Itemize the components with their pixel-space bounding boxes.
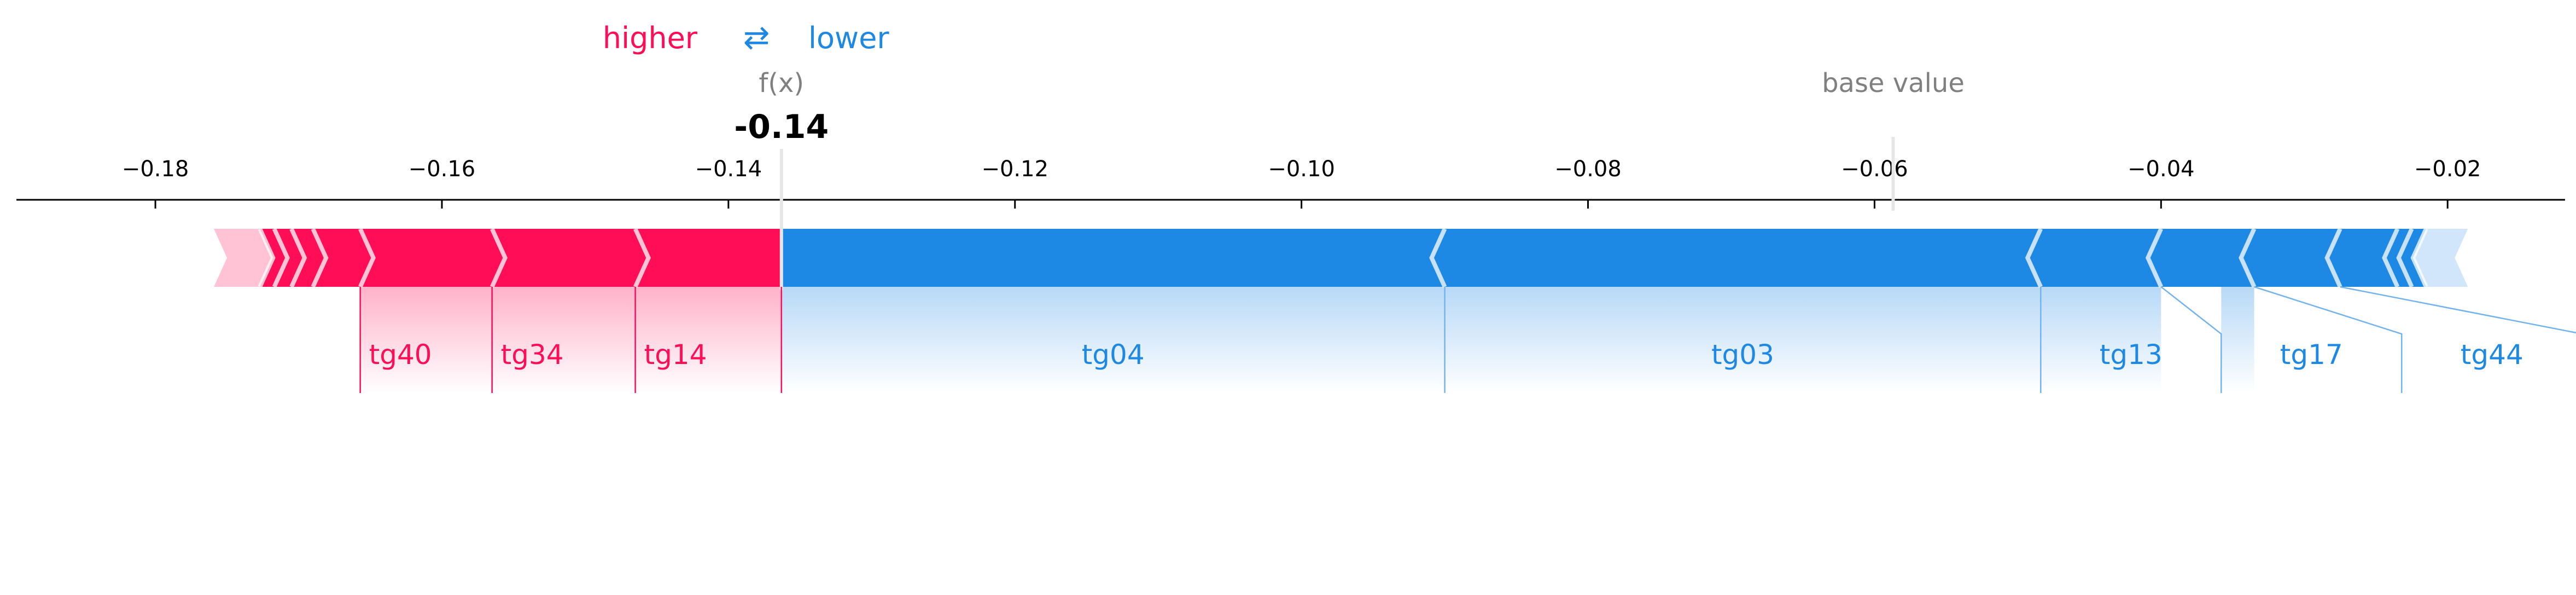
segment-chevron <box>490 228 508 288</box>
x-tick-label: −0.16 <box>409 157 476 182</box>
segment-chevron <box>2239 228 2257 288</box>
negative-contribution-bar <box>781 229 1445 287</box>
negative-label-fill <box>1444 287 2041 393</box>
segment-chevron <box>2324 228 2342 288</box>
segment-chevron <box>2410 228 2428 288</box>
segment-chevron <box>1429 228 1447 288</box>
positive-contribution-bar <box>214 229 273 287</box>
positive-contribution-bar <box>492 229 649 287</box>
segment-chevron <box>2396 228 2414 288</box>
legend-arrow-icon: ⇄ <box>743 19 770 56</box>
segment-chevron <box>311 228 329 288</box>
contribution-fills <box>360 287 2254 393</box>
feature-label-tg14: tg14 <box>644 339 707 371</box>
negative-label-leader <box>2340 286 2576 334</box>
x-axis-ticks: −0.18 −0.16 −0.14 −0.12 −0.10 −0.08 −0.06 −0.04… <box>122 157 2481 209</box>
feature-label-tg13: tg13 <box>2100 339 2163 371</box>
positive-contribution-bar <box>313 229 374 287</box>
segment-chevron <box>358 228 376 288</box>
negative-label-fill <box>781 287 1445 393</box>
negative-contribution-bar <box>2412 229 2468 287</box>
value-markers <box>779 137 1895 290</box>
feature-label-tg03: tg03 <box>1711 339 1774 371</box>
segment-chevron <box>2145 228 2163 288</box>
legend-higher: higher <box>603 21 698 55</box>
positive-contribution-bar <box>360 229 505 287</box>
negative-label-leader <box>2160 286 2222 393</box>
x-tick-label: −0.08 <box>1554 157 1622 182</box>
fx-value: -0.14 <box>734 108 829 146</box>
base-value-label: base value <box>1822 68 1965 99</box>
positive-contribution-bar <box>635 229 782 287</box>
feature-label-tg44: tg44 <box>2461 339 2523 371</box>
contribution-bars <box>214 228 2468 288</box>
feature-label-tg17: tg17 <box>2280 339 2343 371</box>
x-tick-label: −0.14 <box>695 157 762 182</box>
positive-label-fill <box>360 287 492 393</box>
segment-chevron <box>633 228 651 288</box>
negative-contribution-bar <box>2148 229 2254 287</box>
segment-chevron <box>2382 228 2400 288</box>
fx-label: f(x) <box>759 68 804 99</box>
x-tick-label: −0.18 <box>122 157 189 182</box>
positive-label-fill <box>492 287 636 393</box>
segment-chevron <box>258 228 276 288</box>
x-tick-label: −0.06 <box>1841 157 1908 182</box>
feature-label-tg34: tg34 <box>501 339 564 371</box>
negative-contribution-bar <box>2327 229 2398 287</box>
x-tick-label: −0.10 <box>1268 157 1335 182</box>
segment-chevron <box>2025 228 2043 288</box>
legend-lower: lower <box>808 21 889 55</box>
negative-contribution-bar <box>2241 229 2340 287</box>
x-tick-label: −0.12 <box>981 157 1048 182</box>
feature-label-tg04: tg04 <box>1082 339 1145 371</box>
feature-labels: tg14 tg34 tg40 tg04 tg03 tg13 tg17 tg44 <box>359 286 2576 393</box>
feature-label-tg40: tg40 <box>369 339 432 371</box>
x-tick-label: −0.02 <box>2414 157 2481 182</box>
segment-chevron <box>289 228 307 288</box>
negative-label-fill <box>2221 287 2254 393</box>
negative-label-leader <box>2254 286 2403 393</box>
positive-label-fill <box>635 287 782 393</box>
negative-contribution-bar <box>2027 229 2161 287</box>
x-tick-label: −0.04 <box>2128 157 2195 182</box>
negative-contribution-bar <box>1431 229 2041 287</box>
negative-label-fill <box>2041 287 2161 393</box>
segment-chevron <box>272 228 290 288</box>
